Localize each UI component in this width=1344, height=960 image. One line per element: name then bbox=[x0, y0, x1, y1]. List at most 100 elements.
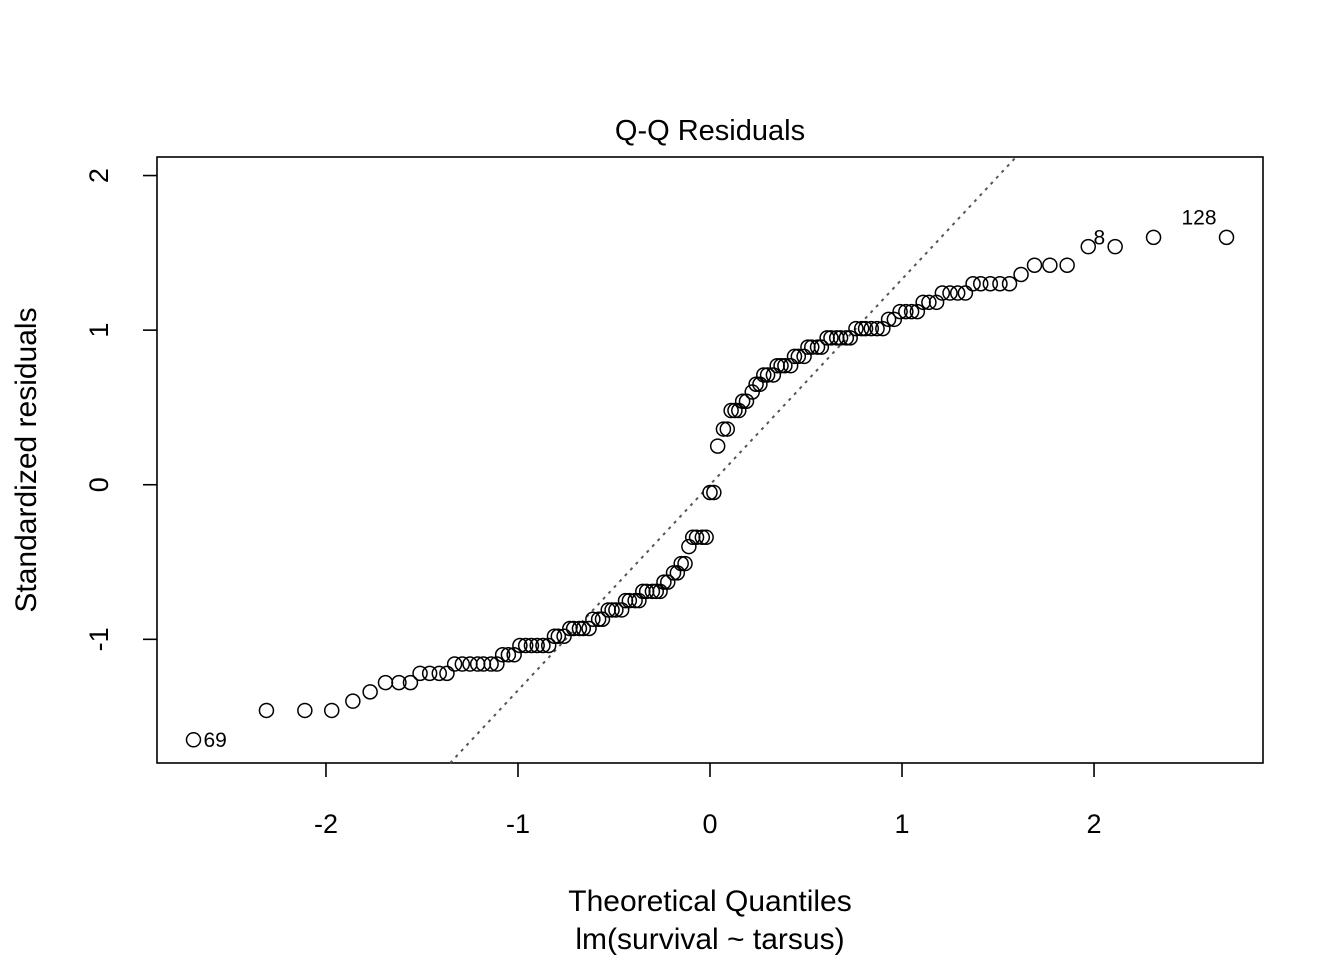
data-point bbox=[738, 393, 755, 410]
data-point bbox=[565, 620, 582, 637]
data-point bbox=[546, 628, 563, 644]
data-point bbox=[759, 367, 776, 383]
data-point bbox=[842, 330, 858, 346]
data-point bbox=[765, 367, 782, 383]
data-point bbox=[869, 320, 885, 337]
data-point bbox=[391, 674, 407, 691]
data-point bbox=[702, 484, 718, 501]
data-point bbox=[421, 665, 438, 682]
data-point bbox=[748, 376, 764, 392]
data-point bbox=[1059, 257, 1075, 273]
data-point bbox=[660, 574, 676, 590]
data-point bbox=[412, 665, 428, 682]
data-point bbox=[857, 320, 874, 337]
data-point bbox=[723, 402, 739, 419]
y-axis-label: Standardized residuals bbox=[10, 307, 43, 612]
data-point bbox=[698, 529, 714, 546]
data-point bbox=[613, 602, 630, 618]
data-point bbox=[631, 592, 647, 609]
data-point bbox=[1026, 257, 1043, 273]
data-point bbox=[898, 303, 914, 320]
data-point bbox=[681, 538, 697, 555]
data-point bbox=[1080, 238, 1097, 255]
y-tick-label: -1 bbox=[84, 627, 114, 651]
y-tick-label: 1 bbox=[84, 323, 114, 338]
data-point bbox=[823, 330, 839, 346]
data-point bbox=[665, 565, 682, 581]
data-point bbox=[446, 656, 463, 672]
data-point bbox=[656, 574, 672, 590]
data-point bbox=[786, 348, 803, 365]
data-point bbox=[258, 702, 275, 719]
data-point bbox=[1107, 238, 1123, 255]
data-point bbox=[627, 592, 643, 609]
x-axis-sublabel: lm(survival ~ tarsus) bbox=[575, 923, 844, 956]
data-point bbox=[362, 684, 378, 700]
data-point bbox=[604, 602, 620, 618]
data-point bbox=[517, 637, 534, 654]
data-point bbox=[673, 555, 689, 572]
data-point bbox=[909, 303, 926, 320]
data-point bbox=[439, 665, 455, 682]
data-point bbox=[377, 674, 394, 691]
data-point bbox=[644, 583, 661, 600]
data-point bbox=[773, 357, 789, 374]
data-point bbox=[848, 320, 864, 337]
data-point bbox=[863, 320, 880, 337]
data-point bbox=[804, 339, 820, 355]
data-point bbox=[590, 611, 607, 627]
data-point bbox=[621, 592, 638, 609]
data-point bbox=[652, 583, 668, 600]
data-point bbox=[992, 276, 1008, 292]
data-point bbox=[594, 611, 611, 627]
data-point bbox=[483, 656, 499, 672]
data-point bbox=[965, 276, 981, 292]
data-point bbox=[323, 702, 340, 719]
data-point bbox=[185, 732, 202, 748]
data-point bbox=[494, 647, 511, 663]
data-point bbox=[1042, 257, 1058, 273]
data-point bbox=[585, 611, 601, 627]
x-tick-label: 1 bbox=[894, 809, 909, 839]
data-point bbox=[677, 555, 693, 572]
data-point bbox=[540, 637, 557, 654]
reference-line bbox=[449, 156, 1017, 764]
reference-line-group bbox=[449, 156, 1017, 764]
data-point bbox=[1218, 229, 1235, 246]
x-tick-label: -2 bbox=[314, 809, 338, 839]
data-point bbox=[1001, 276, 1018, 292]
point-label: 128 bbox=[1181, 206, 1216, 229]
x-tick-label: 0 bbox=[702, 809, 717, 839]
data-point bbox=[581, 620, 597, 637]
data-point bbox=[880, 311, 897, 328]
data-point bbox=[715, 421, 732, 437]
data-point bbox=[813, 339, 830, 355]
data-point bbox=[832, 330, 849, 346]
data-point bbox=[550, 628, 567, 644]
x-axis: -2 -1 0 1 2 bbox=[314, 763, 1102, 839]
data-points bbox=[185, 229, 1235, 748]
data-point bbox=[571, 620, 588, 637]
data-point bbox=[752, 376, 768, 392]
data-point bbox=[431, 665, 448, 682]
data-point bbox=[402, 674, 419, 691]
data-point bbox=[454, 656, 471, 672]
data-point bbox=[297, 702, 313, 719]
data-point bbox=[875, 320, 891, 337]
point-label: 8 bbox=[1093, 226, 1105, 249]
data-point bbox=[957, 285, 974, 301]
data-point bbox=[575, 620, 592, 637]
data-point bbox=[556, 628, 572, 644]
data-point bbox=[921, 294, 937, 311]
data-point bbox=[903, 303, 920, 320]
data-point bbox=[777, 357, 793, 374]
x-tick-label: 2 bbox=[1087, 809, 1102, 839]
data-point bbox=[782, 357, 799, 374]
point-label: 69 bbox=[203, 729, 226, 752]
point-labels: 69 8 128 bbox=[203, 206, 1216, 752]
data-point bbox=[838, 330, 855, 346]
data-point bbox=[719, 421, 736, 437]
data-point bbox=[734, 393, 751, 410]
data-point bbox=[535, 637, 551, 654]
data-point bbox=[1145, 229, 1162, 246]
